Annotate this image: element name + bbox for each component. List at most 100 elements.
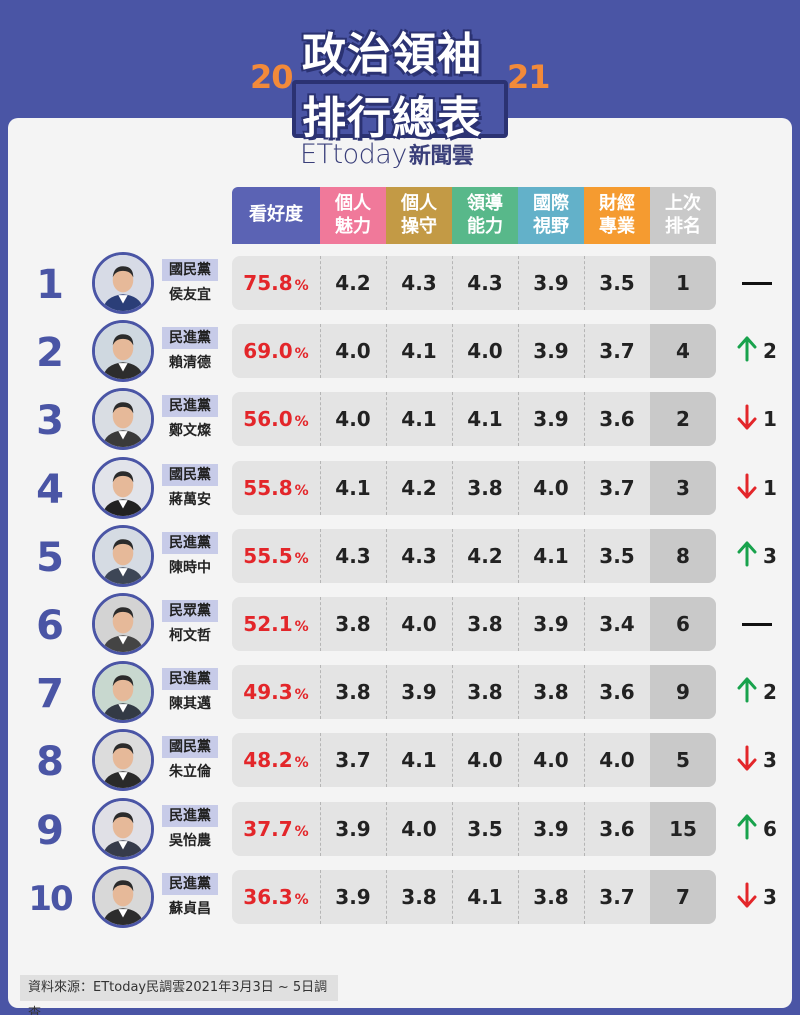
arrow-up-icon xyxy=(737,541,757,572)
header-text: 看好度 xyxy=(249,204,303,226)
rank-change: 6 xyxy=(722,802,792,856)
party-label: 民進黨 xyxy=(162,395,218,417)
approval-percent: 52.1% xyxy=(232,597,320,651)
column-divider xyxy=(386,461,387,515)
score-5: 3.4 xyxy=(599,612,635,636)
approval-value: 48.2 xyxy=(243,748,293,772)
column-divider xyxy=(584,802,585,856)
politician-avatar xyxy=(92,457,154,519)
previous-rank-cell xyxy=(650,461,716,515)
previous-rank: 3 xyxy=(676,476,690,500)
header-3: 領導 能力 xyxy=(452,187,518,244)
score-2: 3.8 xyxy=(401,885,437,909)
party-label: 國民黨 xyxy=(162,736,218,758)
previous-rank-cell xyxy=(650,597,716,651)
score-4: 3.9 xyxy=(533,271,569,295)
column-divider xyxy=(452,802,453,856)
header-text: 魅力 xyxy=(335,215,371,237)
column-divider xyxy=(386,324,387,378)
politician-avatar xyxy=(92,593,154,655)
score-3: 4.0 xyxy=(467,339,503,363)
header-text: 國際 xyxy=(533,193,569,214)
percent-sign: % xyxy=(294,551,309,567)
percent-sign: % xyxy=(294,892,309,908)
column-divider xyxy=(518,324,519,378)
politician-name: 柯文哲 xyxy=(169,628,211,644)
previous-rank-cell xyxy=(650,665,716,719)
previous-rank-cell xyxy=(650,733,716,787)
source-note: 資料來源：ETtoday民調雲2021年3月3日 ~ 5日調查 xyxy=(20,975,338,1015)
title-line-2-box xyxy=(292,80,508,138)
politician-avatar xyxy=(92,252,154,314)
score-2: 4.1 xyxy=(401,339,437,363)
score-5: 3.7 xyxy=(599,885,635,909)
score-1: 3.8 xyxy=(335,612,371,636)
arrow-up-icon xyxy=(737,336,757,367)
column-divider xyxy=(518,597,519,651)
arrow-up-icon xyxy=(737,814,757,845)
score-3: 4.1 xyxy=(467,407,503,431)
score-4: 3.8 xyxy=(533,680,569,704)
party-label: 民進黨 xyxy=(162,873,218,895)
column-divider xyxy=(518,461,519,515)
column-divider xyxy=(452,665,453,719)
rank-change: 3 xyxy=(722,870,792,924)
score-2: 4.3 xyxy=(401,271,437,295)
score-2: 4.2 xyxy=(401,476,437,500)
approval-value: 55.5 xyxy=(243,544,293,568)
column-divider xyxy=(584,461,585,515)
arrow-down-icon xyxy=(737,745,757,776)
percent-sign: % xyxy=(294,346,309,362)
rank-number: 8 xyxy=(36,739,64,785)
approval-value: 55.8 xyxy=(243,476,293,500)
column-divider xyxy=(584,529,585,583)
rank-number: 7 xyxy=(36,671,64,717)
arrow-down-icon xyxy=(737,404,757,435)
rank-change-value: 6 xyxy=(763,817,777,841)
column-divider xyxy=(320,665,321,719)
header-text: 領導 xyxy=(467,193,503,214)
column-divider xyxy=(320,256,321,310)
title-line-1: 政治領袖 xyxy=(302,29,482,80)
score-1: 4.2 xyxy=(335,271,371,295)
rank-change: 1 xyxy=(722,392,792,446)
column-divider xyxy=(386,529,387,583)
approval-percent: 55.5% xyxy=(232,529,320,583)
score-4: 3.9 xyxy=(533,339,569,363)
header-2: 個人 操守 xyxy=(386,187,452,244)
title-line-2: 排行總表 xyxy=(302,93,482,144)
party-label: 民進黨 xyxy=(162,668,218,690)
rank-change-value: 3 xyxy=(763,748,777,772)
score-1: 4.1 xyxy=(335,476,371,500)
score-2: 4.1 xyxy=(401,407,437,431)
score-4: 3.9 xyxy=(533,407,569,431)
politician-avatar xyxy=(92,525,154,587)
approval-percent: 37.7% xyxy=(232,802,320,856)
column-divider xyxy=(452,597,453,651)
previous-rank-cell xyxy=(650,529,716,583)
column-divider xyxy=(320,529,321,583)
score-1: 4.3 xyxy=(335,544,371,568)
rank-number: 10 xyxy=(28,879,73,919)
score-5: 3.5 xyxy=(599,271,635,295)
rank-number: 4 xyxy=(36,467,64,513)
row-background xyxy=(232,461,716,515)
percent-sign: % xyxy=(294,824,309,840)
column-divider xyxy=(386,870,387,924)
column-divider xyxy=(584,392,585,446)
header-text: 財經 xyxy=(599,193,635,214)
party-label: 民進黨 xyxy=(162,532,218,554)
row-background xyxy=(232,802,716,856)
score-4: 3.8 xyxy=(533,885,569,909)
row-background xyxy=(232,529,716,583)
score-2: 3.9 xyxy=(401,680,437,704)
header-text: 上次 xyxy=(665,193,701,214)
politician-avatar xyxy=(92,866,154,928)
score-5: 3.7 xyxy=(599,339,635,363)
previous-rank: 5 xyxy=(676,748,690,772)
percent-sign: % xyxy=(294,483,309,499)
previous-rank: 9 xyxy=(676,680,690,704)
previous-rank: 4 xyxy=(676,339,690,363)
column-divider xyxy=(584,733,585,787)
approval-value: 37.7 xyxy=(243,817,293,841)
